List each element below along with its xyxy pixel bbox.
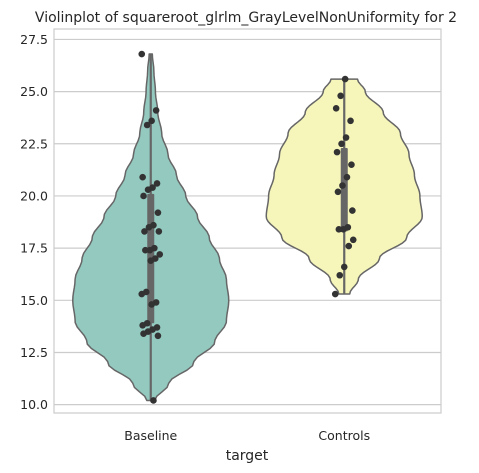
data-point [345, 242, 353, 250]
data-point [338, 140, 345, 148]
data-point [343, 173, 351, 181]
iqr-box [340, 147, 348, 232]
data-point [155, 228, 163, 235]
data-point [337, 92, 344, 100]
y-tick-label: 25.0 [20, 84, 48, 99]
data-point [139, 173, 146, 181]
data-point [342, 134, 350, 141]
y-tick-label: 20.0 [20, 188, 48, 203]
data-point [147, 257, 155, 264]
x-tick-label: Controls [318, 428, 370, 443]
data-point [144, 186, 152, 193]
y-tick-labels: 10.0 12.5 15.0 17.5 20.0 22.5 25.0 27.5 [20, 32, 48, 412]
data-point [148, 117, 155, 125]
data-point [138, 50, 146, 58]
y-tick-label: 17.5 [20, 241, 48, 256]
data-point [156, 251, 164, 258]
y-tick-label: 10.0 [20, 397, 48, 412]
data-point [140, 330, 147, 337]
chart-title: Violinplot of squareroot_glrlm_GrayLevel… [35, 10, 457, 26]
data-point [142, 246, 149, 254]
y-tick-label: 27.5 [20, 32, 48, 47]
data-point [347, 117, 354, 125]
data-point [154, 209, 162, 216]
data-point [335, 226, 343, 233]
data-point [332, 105, 340, 112]
x-axis-label: target [226, 448, 269, 464]
data-point [143, 121, 151, 129]
data-point [339, 182, 346, 189]
data-point [139, 322, 146, 329]
data-point [336, 271, 344, 279]
data-point [333, 148, 341, 156]
data-point [138, 290, 146, 298]
data-point [349, 236, 357, 244]
data-point [331, 290, 339, 298]
data-point [140, 192, 147, 200]
data-point [150, 397, 157, 404]
data-point [152, 107, 160, 114]
data-point [141, 228, 148, 235]
data-points [138, 50, 357, 404]
y-tick-label: 12.5 [20, 345, 48, 360]
data-point [348, 161, 355, 168]
data-point [341, 75, 349, 83]
data-point [153, 180, 161, 187]
y-tick-label: 15.0 [20, 293, 48, 308]
data-point [145, 223, 153, 231]
data-point [349, 207, 356, 214]
data-point [334, 188, 342, 196]
x-tick-labels: Baseline Controls [124, 428, 370, 443]
data-point [340, 263, 348, 271]
x-tick-label: Baseline [124, 428, 177, 443]
y-tick-label: 22.5 [20, 136, 48, 151]
data-point [148, 301, 155, 308]
data-point [154, 332, 162, 340]
